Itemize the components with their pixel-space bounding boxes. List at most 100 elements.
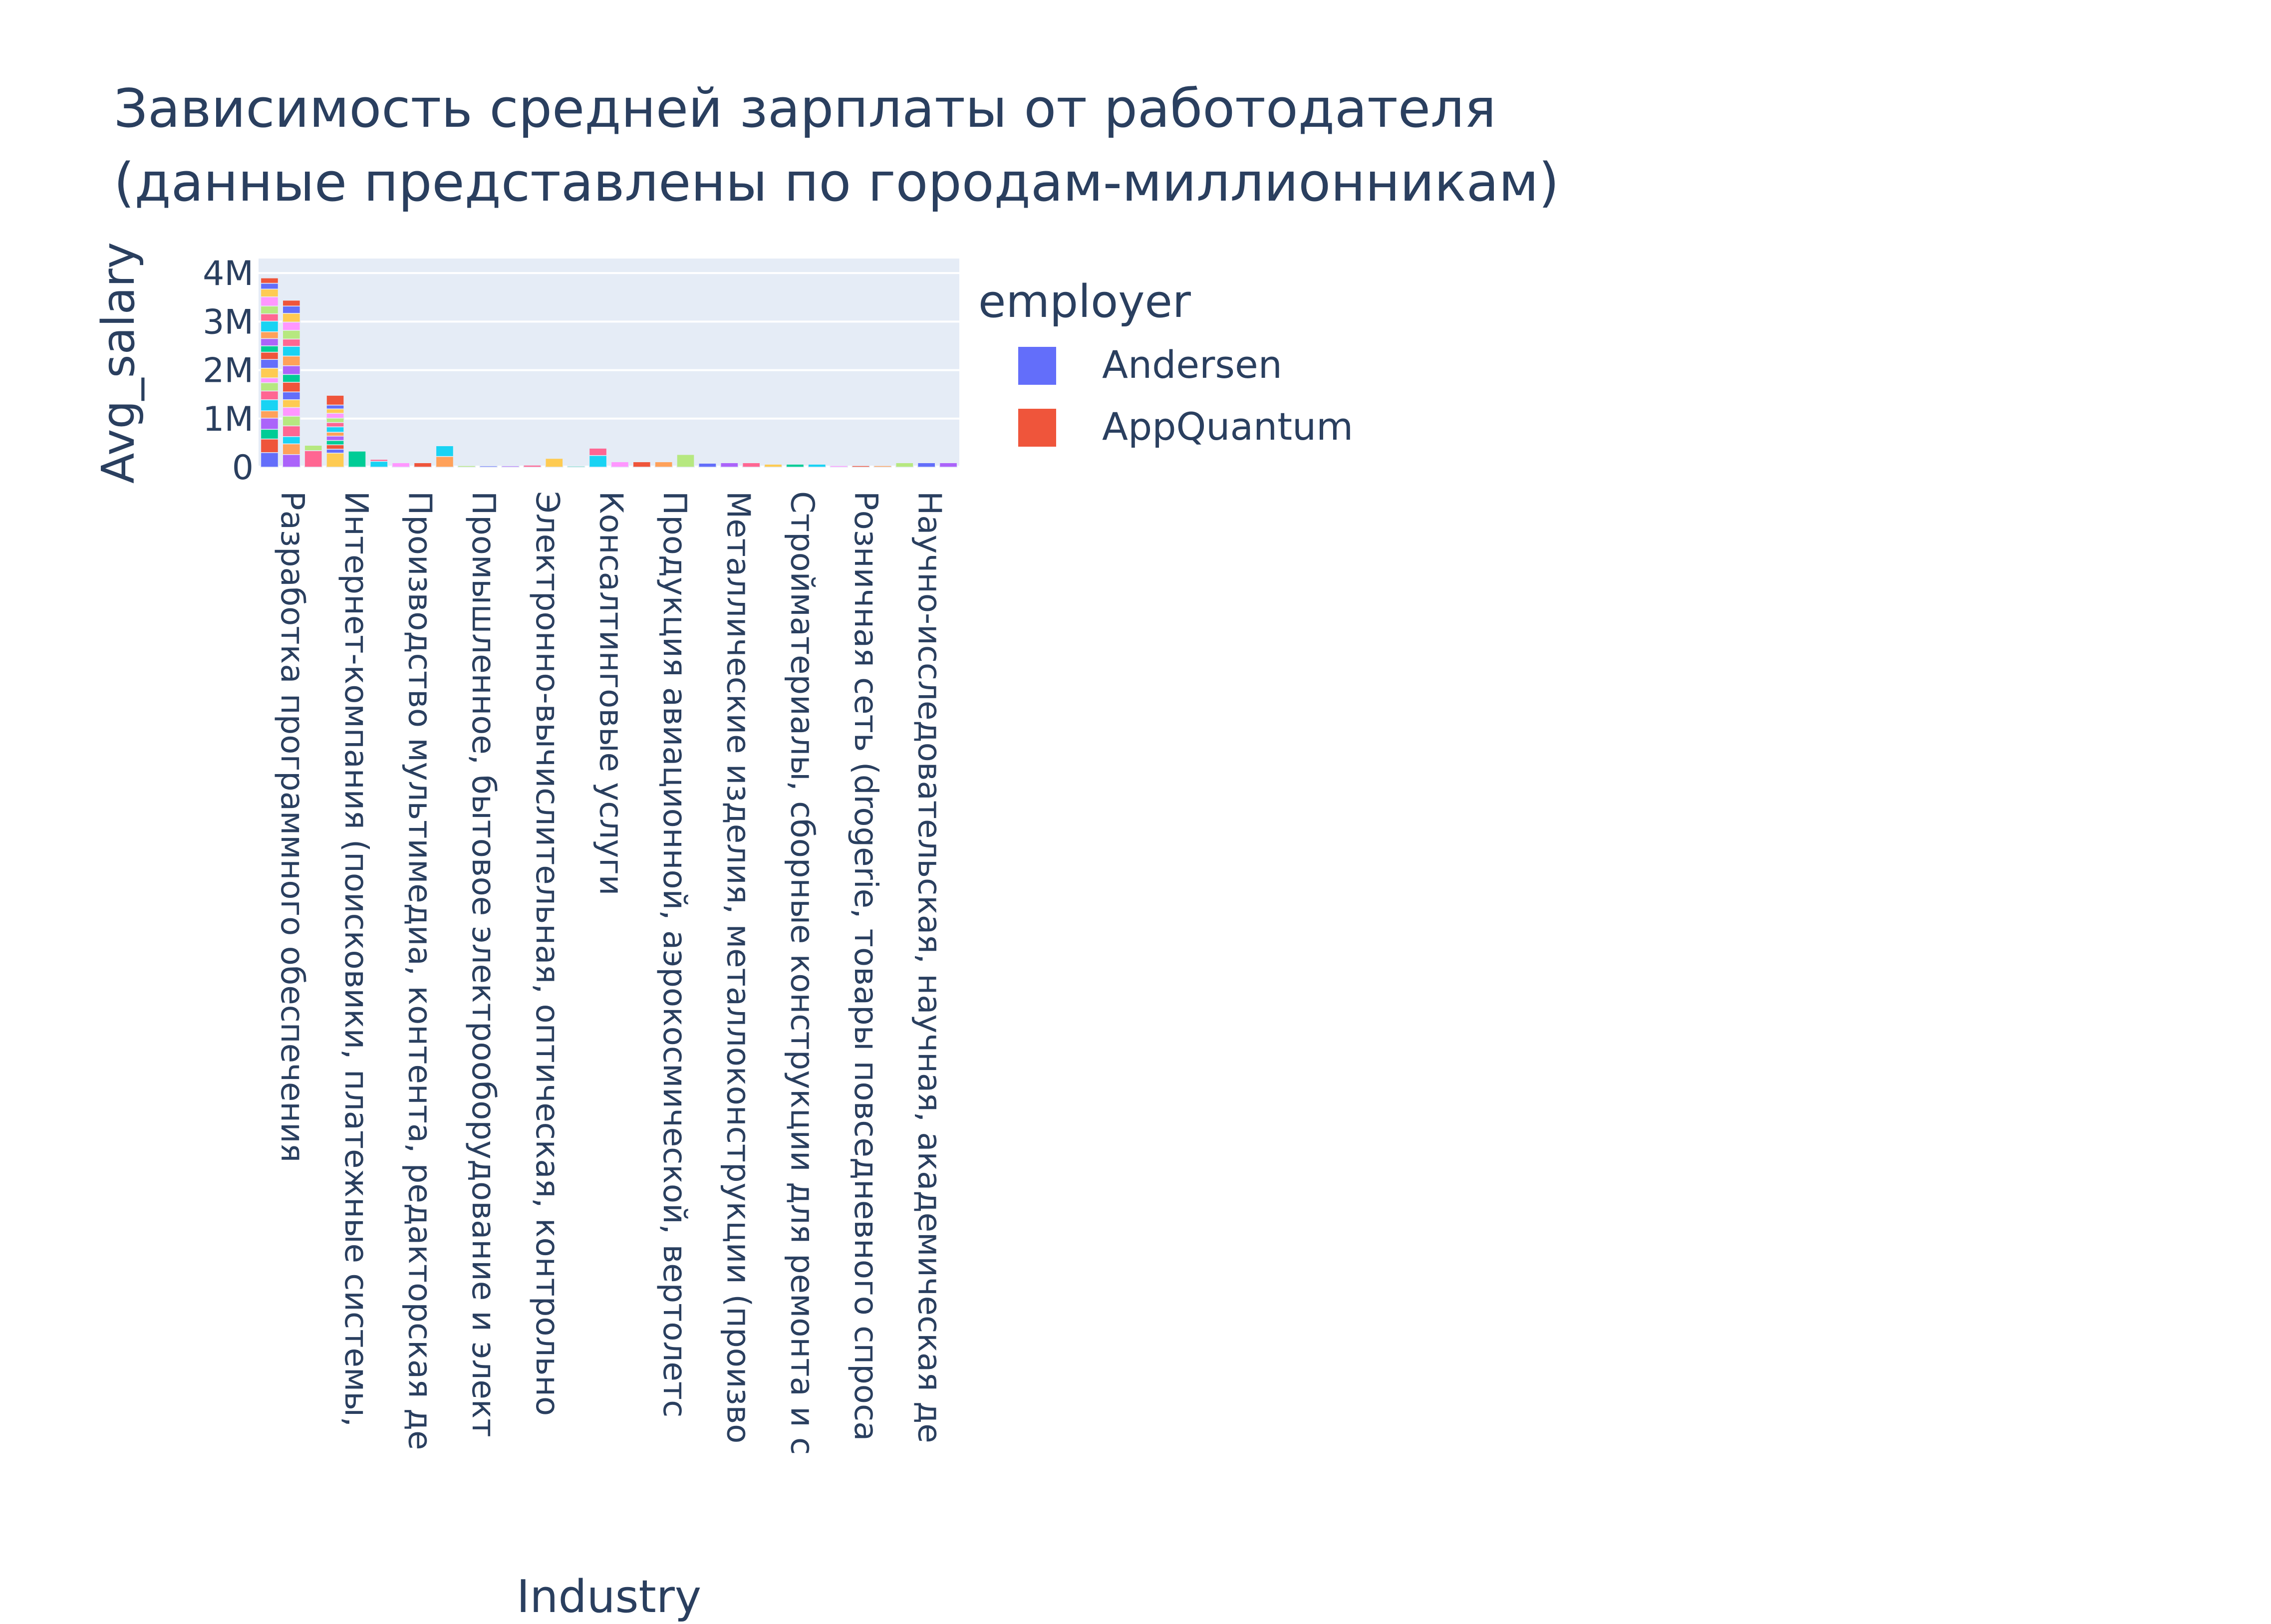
x-category-label: Металлические изделия, металлоконструкци… [720, 491, 757, 1443]
bar-segment [260, 288, 279, 297]
bar-segment [260, 410, 279, 419]
legend: employer Andersen AppQuantum [978, 275, 1353, 449]
bar-segment [260, 331, 279, 339]
bar-segment [282, 365, 301, 375]
bar-segment [610, 461, 629, 468]
bar-segment [654, 461, 673, 468]
bar-segment [282, 382, 301, 393]
bar-segment [764, 464, 783, 468]
bar-segment [282, 313, 301, 323]
bar-segment [479, 465, 498, 468]
bar-segment [282, 391, 301, 400]
bar-segment [567, 466, 585, 468]
bar-segment [260, 377, 279, 383]
legend-label: AppQuantum [1102, 404, 1353, 449]
bar-segment [260, 438, 279, 453]
y-tick-label: 3M [203, 302, 254, 342]
bar-segment [304, 450, 322, 468]
x-category-label: Интернет-компания (поисковики, платежные… [337, 491, 374, 1427]
bar-segment [282, 443, 301, 455]
bar-segment [326, 426, 344, 433]
bar-segment [260, 305, 279, 314]
bar-segment [545, 458, 564, 468]
bar-segment [282, 374, 301, 383]
bar-segment [282, 330, 301, 340]
bar-segment [413, 462, 432, 468]
x-category-label: Разработка программного обеспечения [274, 491, 310, 1162]
bar-segment [282, 299, 301, 307]
bar-segment [523, 465, 542, 468]
bar-segment [282, 436, 301, 445]
bars [260, 277, 958, 468]
x-category-label: Научно-исследовательская, научная, акаде… [911, 491, 948, 1443]
bar-segment [326, 436, 344, 441]
bar-segment [326, 404, 344, 410]
x-axis-title: Industry [517, 1571, 701, 1622]
bar-segment [260, 382, 279, 392]
legend-title: employer [978, 275, 1191, 328]
bar-segment [304, 445, 322, 451]
bar-segment [501, 465, 520, 468]
bar-segment [260, 452, 279, 468]
bar-segment [260, 367, 279, 378]
bar-segment [260, 399, 279, 411]
y-tick-label: 4M [203, 254, 254, 293]
bar-segment [260, 351, 279, 360]
bar-segment [260, 338, 279, 346]
x-category-label: Стройматериалы, сборные конструкции для … [783, 491, 820, 1455]
bar-segment [260, 429, 279, 440]
bar-segment [260, 313, 279, 322]
x-category-label: Электронно-вычислительная, оптическая, к… [529, 491, 566, 1416]
legend-swatch [1018, 347, 1056, 385]
bar-segment [326, 440, 344, 446]
y-tick-label: 2M [203, 351, 254, 391]
bar-segment [260, 277, 279, 284]
bar-segment [326, 418, 344, 423]
bar-segment [435, 445, 454, 457]
bar-segment [326, 395, 344, 406]
bar-segment [917, 462, 936, 468]
bar-segment [326, 413, 344, 419]
x-category-label: Розничная сеть (drogerie, товары повседн… [847, 491, 884, 1441]
bar-segment [282, 305, 301, 314]
bar-segment [435, 456, 454, 468]
bar-segment [282, 338, 301, 347]
bar-segment [786, 464, 805, 468]
bar-segment [282, 321, 301, 331]
legend-swatch [1018, 409, 1056, 447]
bar-segment [326, 449, 344, 454]
bar-segment [676, 454, 695, 468]
bar-segment [370, 459, 388, 462]
bar-segment [282, 407, 301, 417]
bar-segment [260, 296, 279, 307]
chart-title-line-1: Зависимость средней зарплаты от работода… [114, 78, 1496, 139]
y-axis-title: Avg_salary [92, 242, 145, 484]
bar-segment [282, 399, 301, 408]
plot-area [259, 259, 959, 467]
x-category-label: Промышленное, бытовое электрооборудовани… [465, 491, 502, 1437]
bar-segment [282, 454, 301, 468]
bar-segment [698, 463, 717, 468]
bar-segment [282, 346, 301, 357]
bar-segment [457, 465, 476, 468]
bar-segment [370, 461, 388, 468]
x-category-labels: Разработка программного обеспечения Интер… [274, 491, 947, 1455]
bar-segment [852, 465, 870, 468]
bar-segment [282, 416, 301, 427]
y-tick-label: 1M [203, 400, 254, 439]
legend-label: Andersen [1102, 342, 1282, 387]
bar-segment [260, 282, 279, 290]
bar-segment [260, 359, 279, 369]
bar-segment [873, 465, 892, 468]
bar-segment [260, 345, 279, 353]
x-category-label: Консалтинговые услуги [592, 491, 629, 895]
bar-segment [939, 462, 958, 468]
bar-segment [260, 390, 279, 400]
x-category-label: Продукция авиационной, аэрокосмической, … [656, 491, 693, 1417]
bar-segment [348, 451, 366, 468]
bar-segment [326, 444, 344, 450]
bar-segment [895, 462, 914, 468]
bar-segment [260, 320, 279, 332]
